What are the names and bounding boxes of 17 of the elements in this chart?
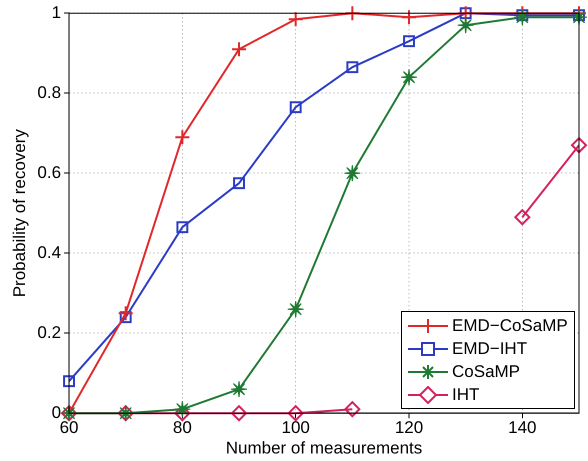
x-tick-label: 140: [508, 418, 537, 438]
legend-label: EMD−IHT: [452, 338, 528, 359]
y-tick-label: 0.4: [37, 242, 62, 262]
y-tick-label: 0.2: [37, 322, 62, 342]
y-tick-label: 0.6: [37, 162, 62, 182]
x-tick-label: 100: [281, 418, 310, 438]
x-axis-title: Number of measurements: [226, 438, 422, 458]
x-tick-label: 60: [60, 418, 78, 438]
y-tick-label: 0.8: [37, 82, 62, 102]
x-tick-label: 80: [172, 418, 192, 438]
y-axis-title: Probability of recovery: [10, 128, 29, 298]
legend-label: EMD−CoSaMP: [452, 316, 568, 336]
y-tick-label: 0: [52, 402, 62, 422]
x-tick-label: 120: [394, 418, 424, 438]
legend-label: IHT: [452, 384, 480, 405]
y-tick-label: 1: [52, 2, 62, 22]
legend-label: CoSaMP: [452, 362, 520, 382]
